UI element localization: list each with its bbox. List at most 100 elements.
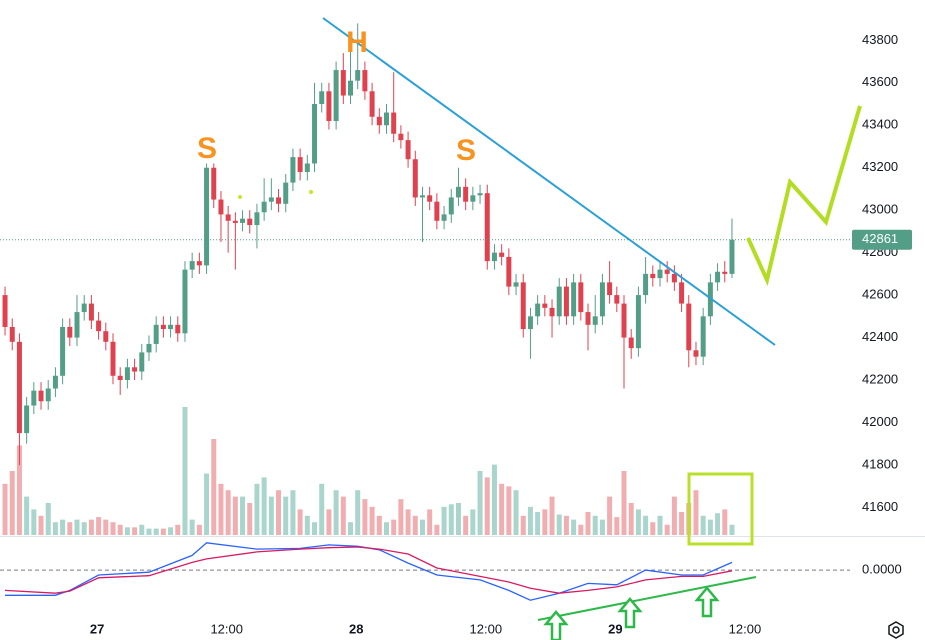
up-arrow	[617, 597, 643, 629]
volume-bar	[513, 490, 519, 535]
volume-bar	[16, 445, 22, 535]
volume-bar	[491, 464, 497, 535]
candle-body	[715, 271, 721, 283]
candle-body	[326, 91, 332, 122]
last-price-badge	[852, 229, 912, 250]
volume-bar	[225, 490, 231, 535]
x-tick-label: 12:00	[210, 621, 243, 636]
candle-body	[204, 167, 210, 266]
candle-body	[679, 282, 685, 304]
candle-body	[168, 324, 174, 330]
candle-body	[599, 282, 605, 317]
volume-bar	[448, 504, 454, 535]
candle-body	[686, 303, 692, 351]
marker-dot	[238, 195, 242, 199]
candle-body	[312, 104, 318, 164]
candle-body	[290, 157, 296, 183]
candle-body	[160, 324, 166, 330]
candle-body	[405, 140, 411, 160]
candle-body	[9, 326, 15, 342]
y-tick-label: 43400	[862, 117, 898, 132]
candle-body	[254, 212, 260, 226]
volume-bar	[74, 519, 80, 535]
candle-body	[463, 186, 469, 202]
candle-body	[585, 312, 591, 325]
volume-bar	[276, 490, 282, 535]
candle-body	[261, 201, 267, 213]
candle-body	[117, 375, 123, 381]
volume-bar	[470, 509, 476, 535]
candle-body	[153, 324, 159, 344]
volume-bar	[527, 506, 533, 535]
volume-highlight-box	[687, 472, 754, 546]
candle-body	[391, 112, 397, 134]
volume-bar	[254, 483, 260, 535]
candle-body	[434, 201, 440, 221]
candle-body	[643, 273, 649, 296]
macd-tick-label: 0.0000	[862, 562, 902, 577]
volume-bar	[383, 522, 389, 535]
settings-hexagon	[888, 621, 904, 639]
up-arrow	[543, 610, 569, 640]
volume-bar	[81, 522, 87, 535]
y-tick-label: 43000	[862, 202, 898, 217]
candle-body	[398, 133, 404, 141]
candle-body	[671, 273, 677, 283]
marker-dot	[309, 190, 313, 194]
candle-body	[506, 256, 512, 287]
candle-body	[527, 316, 533, 330]
candle-body	[542, 303, 548, 308]
volume-bar	[607, 496, 613, 535]
candle-body	[297, 157, 303, 172]
volume-bar	[182, 407, 188, 535]
volume-bar	[168, 527, 174, 535]
volume-bar	[722, 509, 728, 535]
volume-bar	[96, 517, 102, 535]
y-tick-label: 43800	[862, 32, 898, 47]
candle-body	[477, 193, 483, 196]
volume-bar	[38, 515, 44, 535]
volume-bar	[549, 496, 555, 535]
volume-bar	[2, 483, 8, 535]
x-tick-label: 12:00	[470, 621, 503, 636]
volume-bar	[643, 515, 649, 535]
volume-bar	[117, 524, 123, 535]
volume-bar	[412, 515, 418, 535]
pattern-label: S	[456, 134, 476, 167]
candle-body	[240, 218, 246, 223]
candle-body	[225, 214, 231, 221]
volume-bar	[563, 515, 569, 535]
candle-body	[427, 195, 433, 202]
candle-body	[571, 282, 577, 317]
volume-bar	[45, 503, 51, 535]
candle-body	[520, 282, 526, 330]
volume-bar	[463, 515, 469, 535]
settings-icon[interactable]	[888, 621, 904, 639]
candle-body	[369, 91, 375, 117]
candle-body	[607, 282, 613, 296]
candle-body	[96, 320, 102, 332]
volume-bar	[333, 490, 339, 535]
volume-bar	[304, 515, 310, 535]
macd-layer: 0.0000	[0, 542, 902, 601]
y-tick-label: 42400	[862, 329, 898, 344]
volume-bar	[110, 522, 116, 535]
volume-bar	[571, 519, 577, 535]
arrows	[543, 586, 720, 640]
candle-body	[45, 388, 51, 402]
pattern-label: H	[346, 26, 368, 59]
volume-bar	[204, 473, 210, 535]
candle-body	[693, 350, 699, 357]
candle-body	[563, 286, 569, 317]
candle-body	[146, 343, 152, 353]
volume-bar	[283, 496, 289, 535]
volume-bar	[542, 509, 548, 535]
annotation-layer: S H S	[197, 26, 476, 167]
volume-bar	[312, 522, 318, 535]
volume-bar	[556, 514, 562, 535]
candle-body	[491, 252, 497, 262]
candle-body	[319, 91, 325, 105]
candle-layer	[2, 23, 735, 465]
macd-line	[5, 542, 733, 601]
